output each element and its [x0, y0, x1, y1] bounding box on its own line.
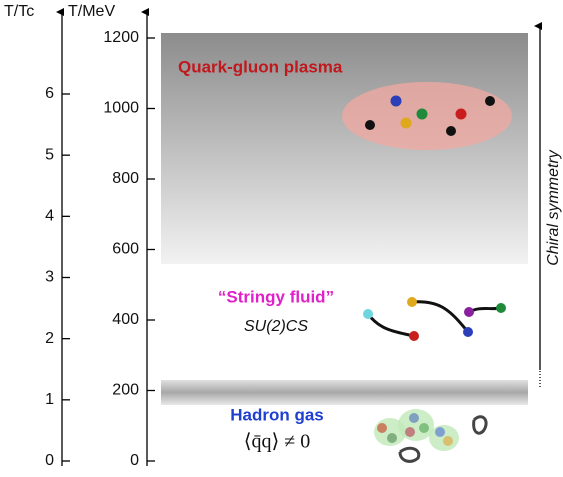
tick-label: 5 — [45, 146, 54, 163]
tick-label: 3 — [45, 269, 54, 286]
stringy-sublabel: SU(2)CS — [244, 318, 308, 335]
tick-label: 400 — [112, 311, 139, 328]
tick-label: 2 — [45, 330, 54, 347]
tick-label: 1200 — [103, 29, 139, 46]
tick-label: 1 — [45, 391, 54, 408]
tick-label: 200 — [112, 382, 139, 399]
left-axis-label: T/Tc — [4, 3, 34, 20]
transition-band — [161, 380, 528, 405]
hadron-sublabel: ⟨q̄q⟩ ≠ 0 — [244, 431, 311, 453]
quarks — [365, 95, 495, 136]
qgp-region — [161, 33, 528, 264]
tick-label: 6 — [45, 85, 54, 102]
tick-label: 4 — [45, 208, 54, 225]
tick-label: 1000 — [103, 100, 139, 117]
strings — [366, 300, 502, 338]
tick-label: 600 — [112, 241, 139, 258]
qgp-label: Quark-gluon plasma — [178, 57, 343, 76]
tick-label: 800 — [112, 170, 139, 187]
right-axis-label: T/MeV — [68, 3, 115, 20]
hadron-label: Hadron gas — [230, 405, 324, 424]
tick-label: 0 — [130, 452, 139, 469]
hadrons — [374, 409, 488, 463]
stringy-label: “Stringy fluid” — [218, 287, 334, 306]
chiral-label: Chiral symmetry — [545, 149, 562, 266]
tick-label: 0 — [45, 452, 54, 469]
string-ends — [363, 297, 506, 341]
